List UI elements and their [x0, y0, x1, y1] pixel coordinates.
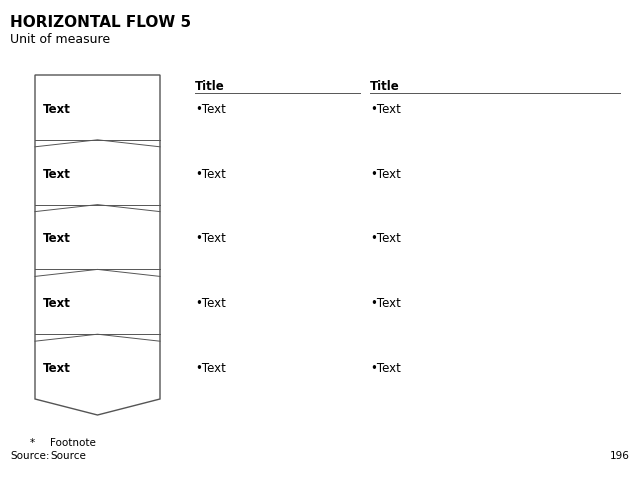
Text: Title: Title	[195, 80, 225, 93]
Text: •Text: •Text	[370, 232, 401, 245]
Text: •Text: •Text	[370, 362, 401, 375]
Text: 196: 196	[610, 451, 630, 461]
Text: Source:: Source:	[10, 451, 49, 461]
Text: HORIZONTAL FLOW 5: HORIZONTAL FLOW 5	[10, 15, 191, 30]
Text: •Text: •Text	[370, 103, 401, 116]
Text: Text: Text	[43, 232, 71, 245]
Polygon shape	[35, 75, 160, 415]
Text: Text: Text	[43, 297, 71, 310]
Text: •Text: •Text	[195, 232, 226, 245]
Text: Text: Text	[43, 103, 71, 116]
Text: Text: Text	[43, 362, 71, 375]
Text: •Text: •Text	[195, 297, 226, 310]
Text: Title: Title	[370, 80, 400, 93]
Text: •Text: •Text	[195, 168, 226, 180]
Text: Source: Source	[50, 451, 86, 461]
Text: •Text: •Text	[195, 362, 226, 375]
Text: Text: Text	[43, 168, 71, 180]
Text: •Text: •Text	[370, 297, 401, 310]
Text: •Text: •Text	[370, 168, 401, 180]
Text: *: *	[30, 438, 35, 448]
Text: •Text: •Text	[195, 103, 226, 116]
Text: Footnote: Footnote	[50, 438, 96, 448]
Text: Unit of measure: Unit of measure	[10, 33, 110, 46]
